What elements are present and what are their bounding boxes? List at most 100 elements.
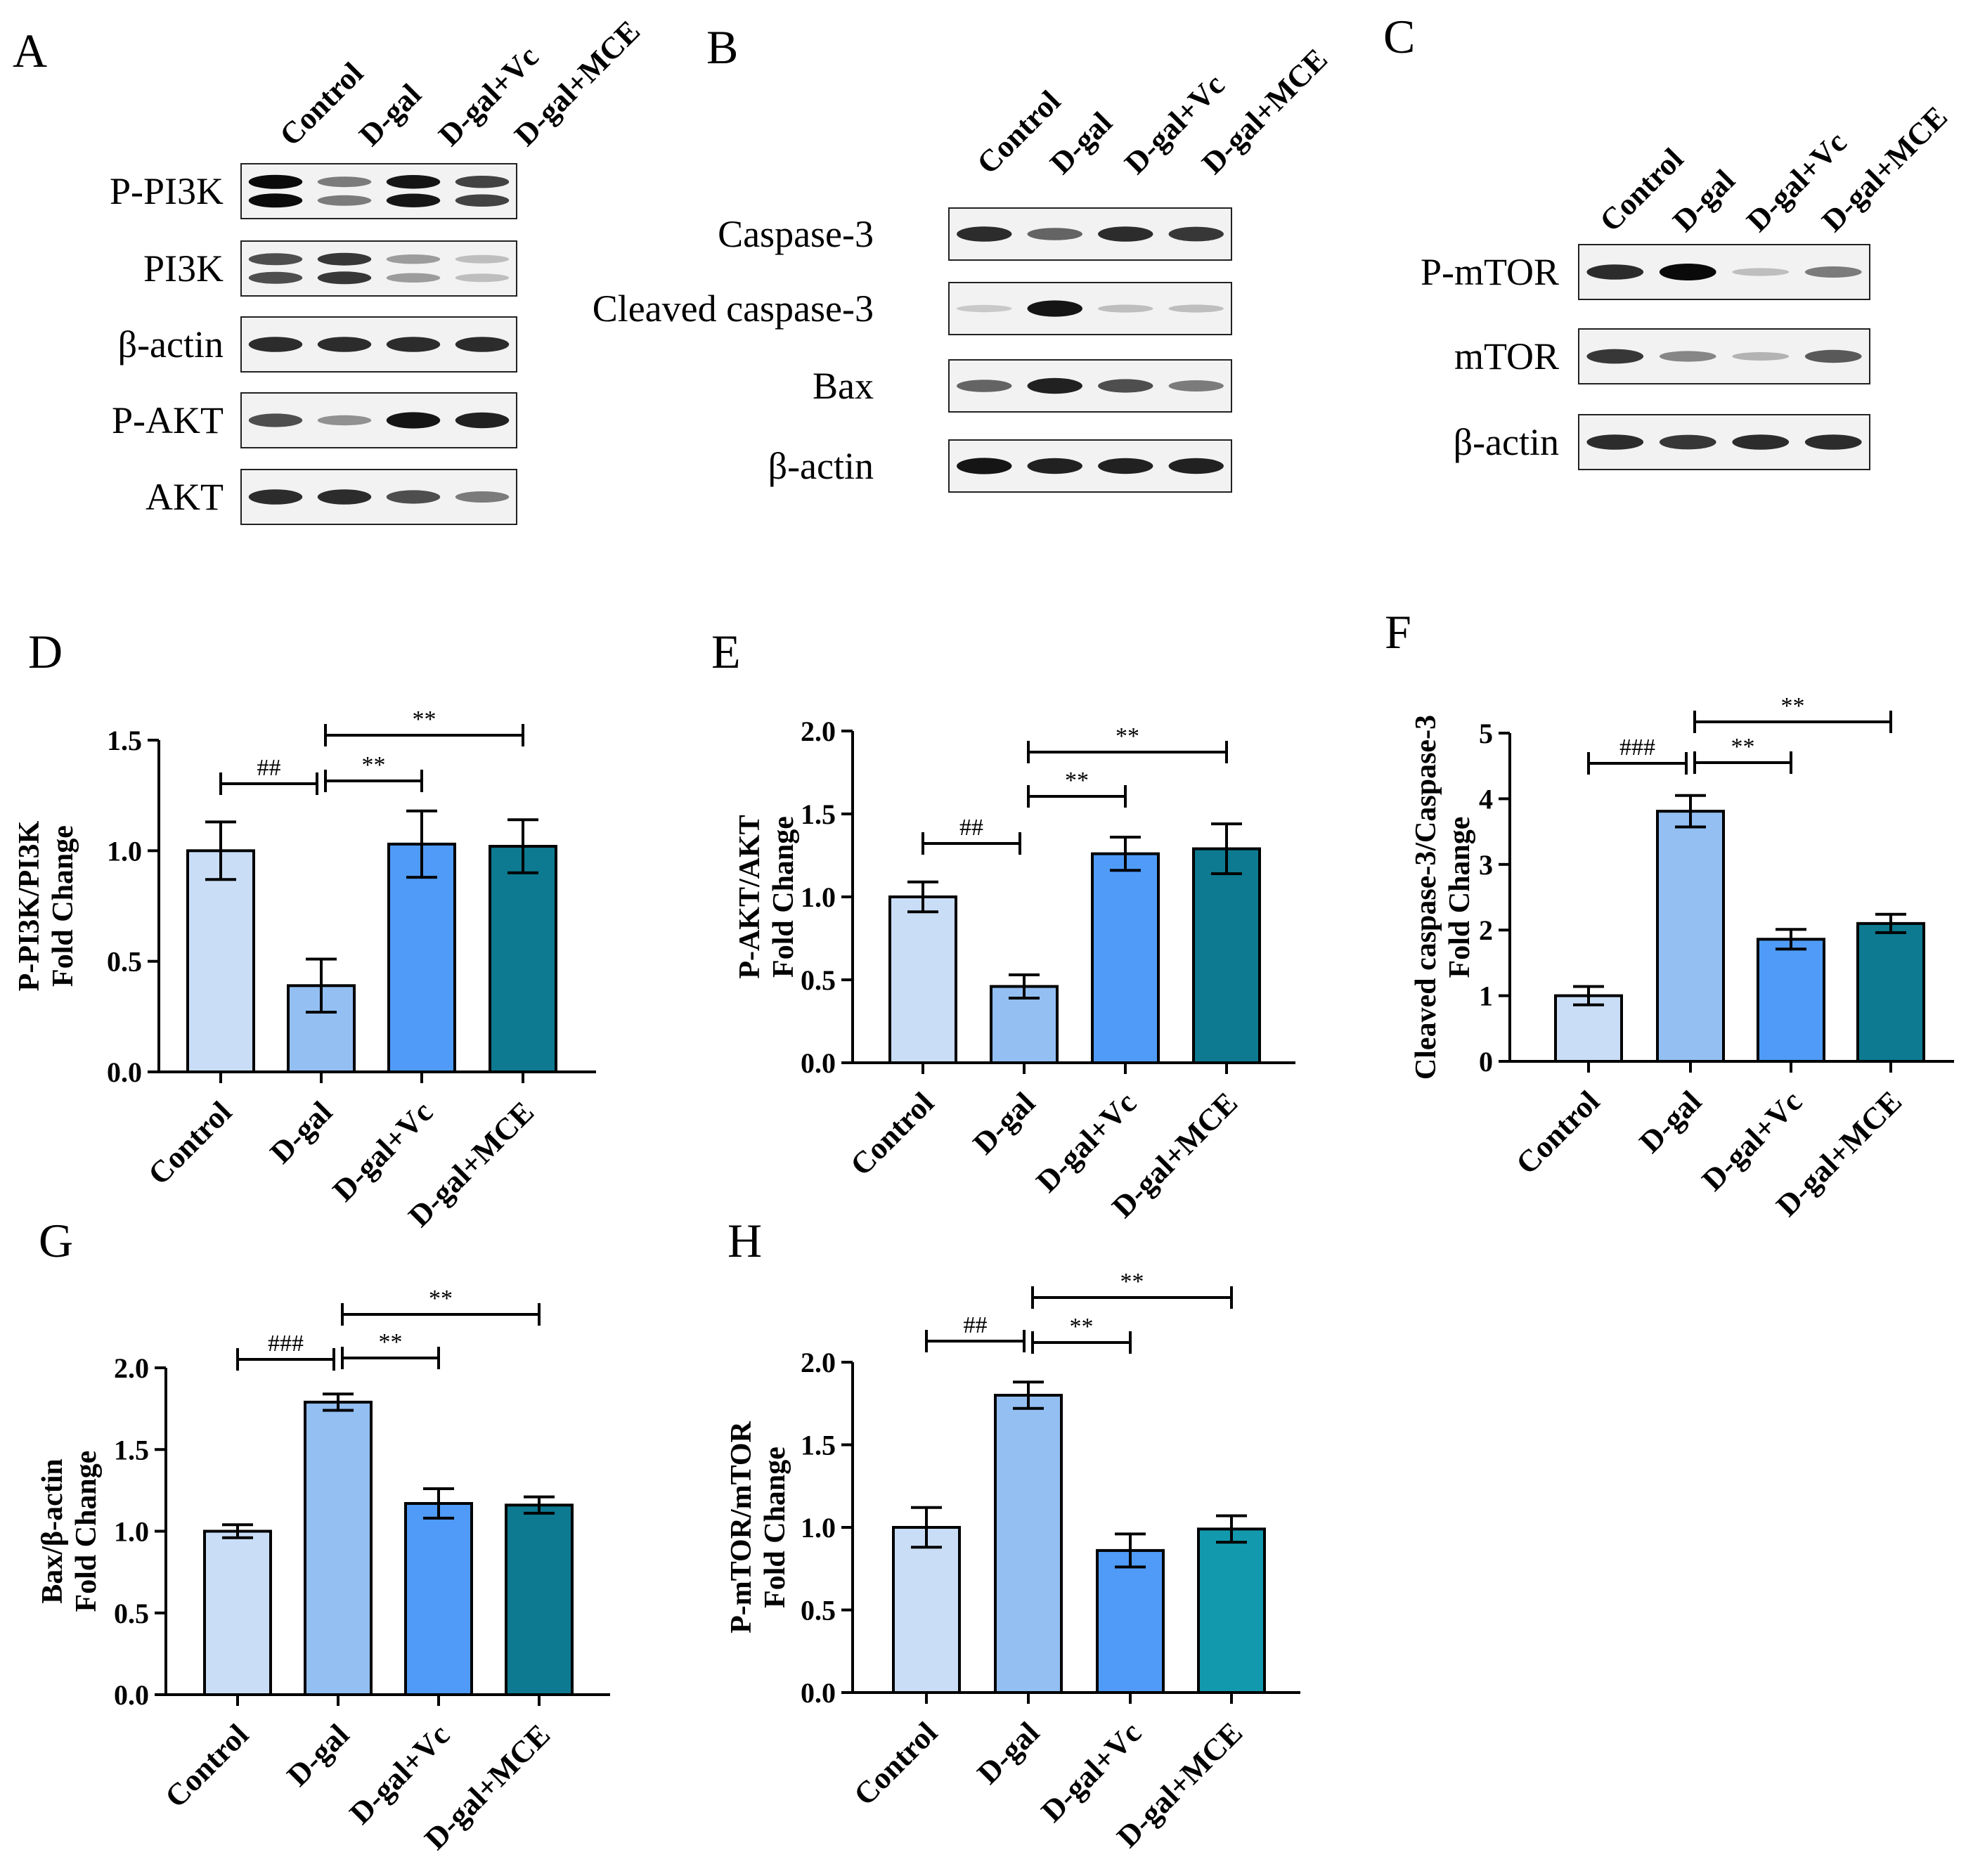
protein-band xyxy=(248,253,303,266)
significance-label: ### xyxy=(1619,735,1655,761)
y-axis-label: Fold Change xyxy=(768,816,800,978)
y-tick-label: 1 xyxy=(1479,981,1493,1012)
protein-band xyxy=(455,337,510,352)
protein-band xyxy=(455,412,510,429)
significance-label: ** xyxy=(362,752,386,778)
y-tick-label: 2.0 xyxy=(801,716,836,747)
y-tick-label: 1.5 xyxy=(114,1434,149,1466)
x-tick-label-control: Control xyxy=(847,1715,944,1812)
protein-band xyxy=(1659,434,1716,450)
blot-label: mTOR xyxy=(1454,335,1559,377)
y-tick-label: 1.0 xyxy=(114,1516,149,1548)
protein-band xyxy=(317,415,372,426)
protein-band xyxy=(1804,349,1862,363)
bar-control xyxy=(888,895,957,1064)
y-tick-label: 0.5 xyxy=(801,964,836,996)
bar-d-gal-mce xyxy=(489,845,557,1074)
significance-label: ## xyxy=(959,815,983,841)
significance-label: ## xyxy=(964,1312,988,1338)
protein-band xyxy=(957,458,1012,474)
protein-band xyxy=(1168,458,1224,474)
significance-bracket: ** xyxy=(324,706,524,746)
y-tick-label: 0.5 xyxy=(801,1595,836,1626)
panel-letter-d: D xyxy=(28,625,63,678)
bar-d-gal-mce xyxy=(1856,921,1925,1063)
blot-row-p-pi3k: P-PI3K xyxy=(110,163,517,219)
x-tick-label-d-gal: D-gal xyxy=(264,1094,339,1170)
lane-label-control: Control xyxy=(273,56,370,153)
protein-band xyxy=(386,254,441,264)
significance-bracket: ** xyxy=(1031,1269,1233,1309)
significance-bracket: ** xyxy=(1693,693,1892,733)
lane-label-d-gal: D-gal xyxy=(352,77,427,153)
protein-band xyxy=(386,193,441,208)
chart-panel-h: H 0.0 0.5 1.0 1.5 2.0 P-mTOR/mTOR Fold Change Co… xyxy=(725,1214,1300,1854)
blot-row-mtor: mTOR xyxy=(1454,328,1870,384)
y-tick-label: 3 xyxy=(1479,849,1493,881)
panel-letter-b: B xyxy=(706,20,738,74)
significance-bracket: ## xyxy=(921,815,1021,855)
blot-row-cleaved-caspase-3: Cleaved caspase-3 xyxy=(593,282,1232,335)
significance-label: ** xyxy=(379,1329,403,1355)
x-tick-label-control: Control xyxy=(1509,1084,1606,1181)
protein-band xyxy=(455,491,510,503)
blot-label: PI3K xyxy=(143,247,224,290)
blot-row-actin: β-actin xyxy=(768,439,1232,493)
significance-bracket: ## xyxy=(925,1312,1026,1352)
y-tick-label: 1.5 xyxy=(107,725,142,756)
significance-bracket: ** xyxy=(341,1329,440,1369)
protein-band xyxy=(1732,352,1790,361)
protein-band xyxy=(1732,268,1790,276)
y-tick-label: 0.5 xyxy=(114,1598,149,1629)
bar-control xyxy=(203,1529,272,1696)
significance-label: ** xyxy=(413,706,436,732)
panel-letter-g: G xyxy=(39,1214,73,1267)
significance-bracket: ### xyxy=(236,1331,335,1371)
blot-label: Bax xyxy=(813,365,874,407)
blot-row-actin: β-actin xyxy=(118,316,517,373)
x-tick-label-control: Control xyxy=(843,1085,940,1182)
protein-band xyxy=(1168,226,1224,242)
significance-bracket: ### xyxy=(1587,735,1688,775)
blot-membrane xyxy=(240,240,517,297)
blot-row-p-mtor: P-mTOR xyxy=(1421,244,1870,300)
bar-control xyxy=(892,1526,961,1694)
blot-label: β-actin xyxy=(1454,421,1559,463)
protein-band xyxy=(1732,434,1790,450)
protein-band xyxy=(1027,300,1082,317)
blot-label: P-mTOR xyxy=(1421,251,1559,293)
blot-label: β-actin xyxy=(768,445,874,487)
protein-band xyxy=(1586,349,1644,364)
y-tick-label: 1.0 xyxy=(801,881,836,913)
bar-d-gal-vc xyxy=(1757,938,1825,1063)
x-tick-label-d-gal: D-gal xyxy=(1633,1084,1708,1159)
y-axis-label: Bax/β-actin xyxy=(37,1458,69,1603)
y-tick-label: 2 xyxy=(1479,914,1493,946)
blot-panel-c: CControlD-galD-gal+VcD-gal+MCEP-mTORmTOR… xyxy=(1383,10,1954,470)
blot-row-pi3k: PI3K xyxy=(143,240,517,297)
protein-band xyxy=(1659,264,1716,280)
significance-bracket: ** xyxy=(1693,734,1792,774)
y-tick-label: 0.0 xyxy=(114,1679,149,1711)
bar-d-gal-vc xyxy=(1091,852,1160,1064)
protein-band xyxy=(1027,377,1082,394)
protein-band xyxy=(248,271,303,284)
protein-band xyxy=(317,176,372,188)
y-tick-label: 1.5 xyxy=(801,798,836,830)
bar-d-gal-mce xyxy=(505,1503,574,1697)
bar-d-gal xyxy=(994,1394,1063,1694)
y-axis-label: Fold Change xyxy=(70,1451,103,1612)
blot-label: Caspase-3 xyxy=(718,213,874,255)
panel-letter-h: H xyxy=(727,1214,762,1267)
blot-row-p-akt: P-AKT xyxy=(112,392,517,448)
bar-d-gal xyxy=(1656,810,1725,1063)
significance-label: ** xyxy=(1781,693,1805,719)
lane-label-d-gal-mce: D-gal+MCE xyxy=(1195,42,1334,181)
chart-panel-e: E 0.0 0.5 1.0 1.5 2.0 P-AKT/AKT Fold Change Cont… xyxy=(711,625,1295,1224)
x-tick-label-d-gal: D-gal xyxy=(280,1717,356,1792)
significance-bracket: ** xyxy=(1027,768,1127,808)
blot-row-bax: Bax xyxy=(813,359,1232,413)
lane-label-d-gal-mce: D-gal+MCE xyxy=(1815,100,1954,239)
